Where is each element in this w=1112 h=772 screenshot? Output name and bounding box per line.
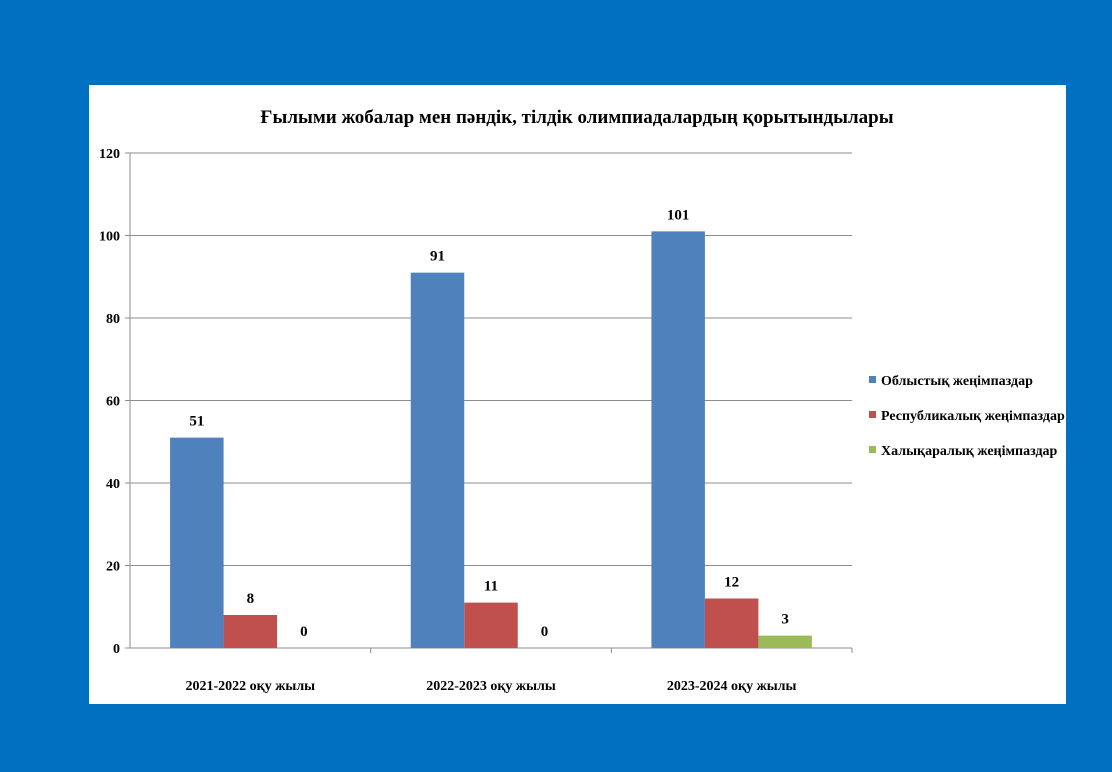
bar-2-1: [704, 598, 759, 648]
data-label: 11: [484, 579, 498, 595]
y-tick-label: 40: [106, 477, 120, 492]
legend-label: Халықаралық жеңімпаздар: [881, 444, 1058, 459]
bar-chart: Ғылыми жобалар мен пәндік, тілдік олимпи…: [99, 107, 1065, 694]
category-label: 2022-2023 оқу жылы: [426, 679, 556, 694]
legend: Облыстық жеңімпаздар Республикалық жеңімп…: [869, 374, 1065, 459]
data-labels: 51 8 0 91 11 0 101 12 3: [189, 207, 789, 640]
data-label: 12: [724, 575, 739, 591]
data-label: 3: [781, 612, 789, 628]
legend-swatch: [869, 376, 876, 383]
y-tick-label: 60: [106, 395, 120, 410]
data-label: 91: [430, 249, 445, 265]
y-tick-label: 120: [99, 147, 120, 162]
y-tick-label: 0: [113, 642, 120, 657]
data-label: 101: [667, 207, 690, 223]
legend-label: Республикалық жеңімпаздар: [881, 409, 1065, 424]
bar-1-1: [464, 602, 518, 648]
chart-panel: Ғылыми жобалар мен пәндік, тілдік олимпи…: [89, 85, 1066, 704]
bar-0-0: [170, 437, 224, 648]
category-label: 2021-2022 оқу жылы: [186, 679, 316, 694]
y-tick-label: 80: [106, 312, 120, 327]
bar-0-1: [223, 615, 278, 648]
y-tick-label: 100: [99, 230, 120, 245]
gridlines: [130, 152, 852, 566]
bars: [170, 231, 812, 648]
data-label: 51: [189, 414, 204, 430]
data-label: 0: [541, 624, 549, 640]
data-label: 8: [247, 591, 255, 607]
chart-title: Ғылыми жобалар мен пәндік, тілдік олимпи…: [260, 107, 893, 128]
y-tick-label: 20: [106, 560, 120, 575]
category-label: 2023-2024 оқу жылы: [667, 679, 797, 694]
legend-swatch: [869, 411, 876, 418]
bar-2-2: [758, 635, 812, 648]
bar-1-0: [410, 272, 465, 648]
legend-label: Облыстық жеңімпаздар: [881, 374, 1033, 389]
legend-swatch: [869, 446, 876, 453]
data-label: 0: [300, 624, 308, 640]
bar-2-0: [651, 231, 705, 648]
